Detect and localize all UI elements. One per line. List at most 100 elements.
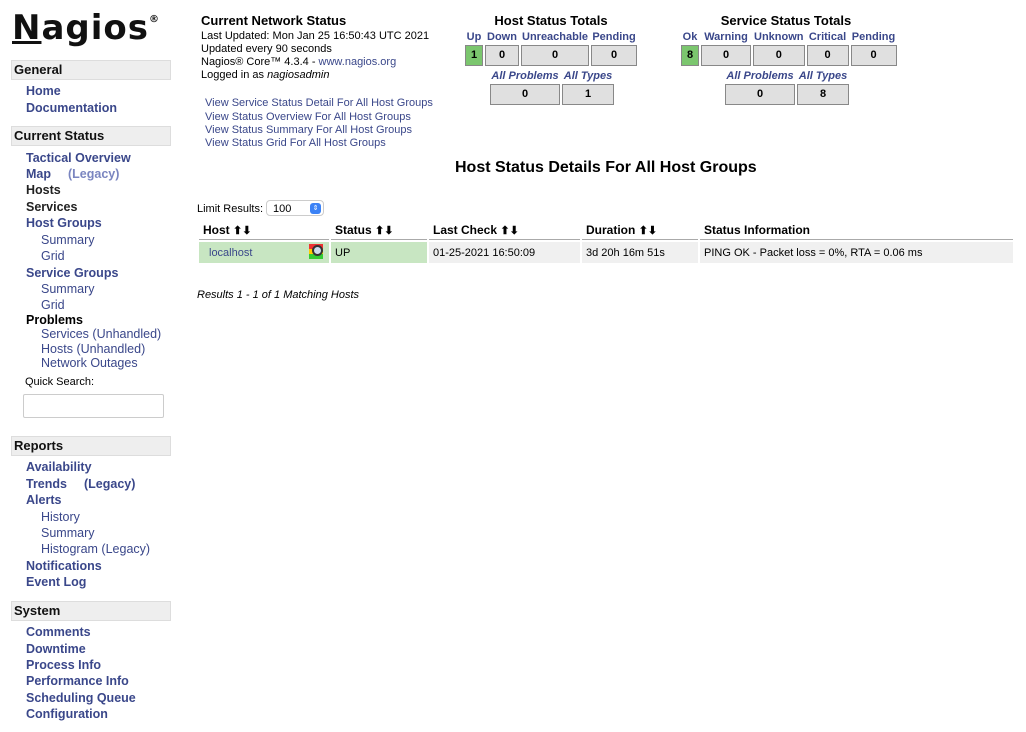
sidebar-header-general: General — [11, 60, 171, 80]
table-header-row: Host ⬆⬇ Status ⬆⬇ Last Check ⬆⬇ Duration… — [199, 221, 1013, 240]
sidebar-item-alerts[interactable]: Alerts — [26, 493, 62, 507]
service-all-types-label[interactable]: All Types — [798, 70, 848, 82]
host-link[interactable]: localhost — [209, 246, 253, 259]
sidebar-item-alert-history[interactable]: History — [41, 510, 80, 524]
sidebar-item-network-outages[interactable]: Network Outages — [41, 356, 138, 370]
link-service-status-detail[interactable]: View Service Status Detail For All Host … — [205, 97, 433, 109]
sidebar-item-problem-services: Services (Unhandled) — [41, 327, 161, 341]
logged-in-text: Logged in as — [201, 69, 268, 81]
host-all-problems-label[interactable]: All Problems — [491, 70, 559, 82]
service-ok-label[interactable]: Ok — [682, 31, 698, 43]
column-duration: Duration ⬆⬇ — [582, 221, 698, 240]
sort-arrows-icon[interactable]: ⬆⬇ — [638, 225, 658, 237]
problem-services-link[interactable]: Services — [41, 327, 89, 341]
sidebar-item-problems: Problems — [26, 313, 83, 327]
sidebar-item-configuration[interactable]: Configuration — [26, 707, 108, 721]
nagios-logo[interactable]: Nagios® — [12, 8, 160, 48]
link-status-summary[interactable]: View Status Summary For All Host Groups — [205, 124, 413, 136]
sidebar-item-hosts[interactable]: Hosts — [26, 183, 61, 197]
sidebar-item-home[interactable]: Home — [26, 84, 61, 98]
duration-cell: 3d 20h 16m 51s — [582, 242, 698, 263]
username: nagiosadmin — [267, 69, 330, 81]
limit-results-value: 100 — [273, 203, 292, 215]
host-details-magnifier-icon[interactable] — [309, 244, 323, 259]
table-row: localhost UP 01-25-2021 16:50:09 3d 20h … — [199, 242, 1013, 263]
sidebar-item-servicegroup-grid[interactable]: Grid — [41, 298, 65, 312]
sidebar-item-downtime[interactable]: Downtime — [26, 642, 86, 656]
info-title: Current Network Status — [201, 13, 347, 28]
column-host: Host ⬆⬇ — [199, 221, 329, 240]
host-all-types-label[interactable]: All Types — [563, 70, 613, 82]
limit-results-label: Limit Results: — [197, 203, 264, 215]
host-unreachable-count: 0 — [521, 45, 590, 66]
link-status-overview[interactable]: View Status Overview For All Host Groups — [205, 111, 411, 123]
service-critical-count: 0 — [806, 45, 849, 66]
version-info: Nagios® Core™ 4.3.4 - www.nagios.org — [201, 56, 396, 68]
host-up-count: 1 — [465, 45, 483, 66]
host-down-label[interactable]: Down — [487, 31, 517, 43]
host-pending-label[interactable]: Pending — [592, 31, 636, 43]
sidebar-item-trends-legacy[interactable]: (Legacy) — [84, 477, 136, 491]
sidebar-item-process-info[interactable]: Process Info — [26, 658, 102, 672]
limit-results-select[interactable]: 100 ⇕ — [266, 200, 324, 216]
sidebar-item-host-groups[interactable]: Host Groups — [26, 216, 102, 230]
column-status-information: Status Information — [700, 221, 1013, 240]
host-cell: localhost — [199, 242, 329, 263]
service-ok-count: 8 — [681, 45, 699, 66]
sidebar-item-availability[interactable]: Availability — [26, 460, 92, 474]
service-totals-title: Service Status Totals — [720, 13, 852, 28]
sidebar-item-hostgroup-summary[interactable]: Summary — [41, 233, 95, 247]
sidebar-item-service-groups[interactable]: Service Groups — [26, 266, 119, 280]
sidebar-item-performance-info[interactable]: Performance Info — [26, 674, 129, 688]
page-title: Host Status Details For All Host Groups — [455, 159, 757, 176]
status-cell: UP — [331, 242, 427, 263]
sidebar-header-system: System — [11, 601, 171, 621]
sort-arrows-icon[interactable]: ⬆⬇ — [500, 225, 519, 237]
sidebar-item-services[interactable]: Services — [26, 200, 78, 214]
service-pending-count: 0 — [850, 45, 897, 66]
service-warning-label[interactable]: Warning — [704, 31, 748, 43]
host-up-label[interactable]: Up — [466, 31, 482, 43]
sidebar-item-servicegroup-summary[interactable]: Summary — [41, 282, 95, 296]
service-pending-label[interactable]: Pending — [851, 31, 896, 43]
problem-hosts-unhandled-link[interactable]: (Unhandled) — [76, 342, 146, 356]
problem-hosts-link[interactable]: Hosts — [41, 342, 73, 356]
select-arrows-icon: ⇕ — [310, 203, 321, 214]
sidebar-item-map-legacy[interactable]: (Legacy) — [68, 167, 120, 181]
sidebar-item-documentation[interactable]: Documentation — [26, 101, 117, 115]
service-unknown-label[interactable]: Unknown — [754, 31, 804, 43]
link-status-grid[interactable]: View Status Grid For All Host Groups — [205, 137, 386, 149]
sidebar-item-hostgroup-grid[interactable]: Grid — [41, 249, 65, 263]
host-down-count: 0 — [485, 45, 519, 66]
host-totals-title: Host Status Totals — [494, 13, 608, 28]
sidebar-item-event-log[interactable]: Event Log — [26, 575, 87, 589]
sidebar-item-trends[interactable]: Trends — [26, 477, 67, 491]
last-updated: Last Updated: Mon Jan 25 16:50:43 UTC 20… — [201, 30, 430, 42]
results-count: Results 1 - 1 of 1 Matching Hosts — [197, 289, 360, 301]
service-critical-label[interactable]: Critical — [808, 31, 847, 43]
service-unknown-count: 0 — [753, 45, 805, 66]
sidebar-header-current-status: Current Status — [11, 126, 171, 146]
sidebar-item-scheduling-queue[interactable]: Scheduling Queue — [26, 691, 136, 705]
sidebar-item-map[interactable]: Map — [26, 167, 51, 181]
sidebar-item-tactical-overview[interactable]: Tactical Overview — [26, 151, 131, 165]
service-all-problems-count: 0 — [725, 84, 795, 105]
quick-search-input[interactable] — [23, 394, 164, 418]
sidebar-item-alert-summary[interactable]: Summary — [41, 526, 95, 540]
sidebar-item-notifications[interactable]: Notifications — [26, 559, 102, 573]
service-all-problems-label[interactable]: All Problems — [726, 70, 794, 82]
sort-arrows-icon[interactable]: ⬆⬇ — [233, 225, 252, 237]
logged-in-info: Logged in as nagiosadmin — [201, 69, 329, 81]
sort-arrows-icon[interactable]: ⬆⬇ — [375, 225, 394, 237]
nagios-website-link[interactable]: www.nagios.org — [318, 56, 397, 68]
sidebar-item-alert-histogram[interactable]: Histogram (Legacy) — [41, 542, 151, 556]
version-text: Nagios® Core™ 4.3.4 - — [201, 56, 319, 68]
problem-services-unhandled-link[interactable]: (Unhandled) — [92, 327, 162, 341]
host-unreachable-label[interactable]: Unreachable — [522, 31, 589, 43]
sidebar-item-comments[interactable]: Comments — [26, 625, 91, 639]
host-status-table: Host ⬆⬇ Status ⬆⬇ Last Check ⬆⬇ Duration… — [197, 219, 1015, 265]
sidebar-item-problem-hosts: Hosts (Unhandled) — [41, 342, 145, 356]
host-all-problems-count: 0 — [490, 84, 560, 105]
update-interval: Updated every 90 seconds — [201, 43, 332, 55]
